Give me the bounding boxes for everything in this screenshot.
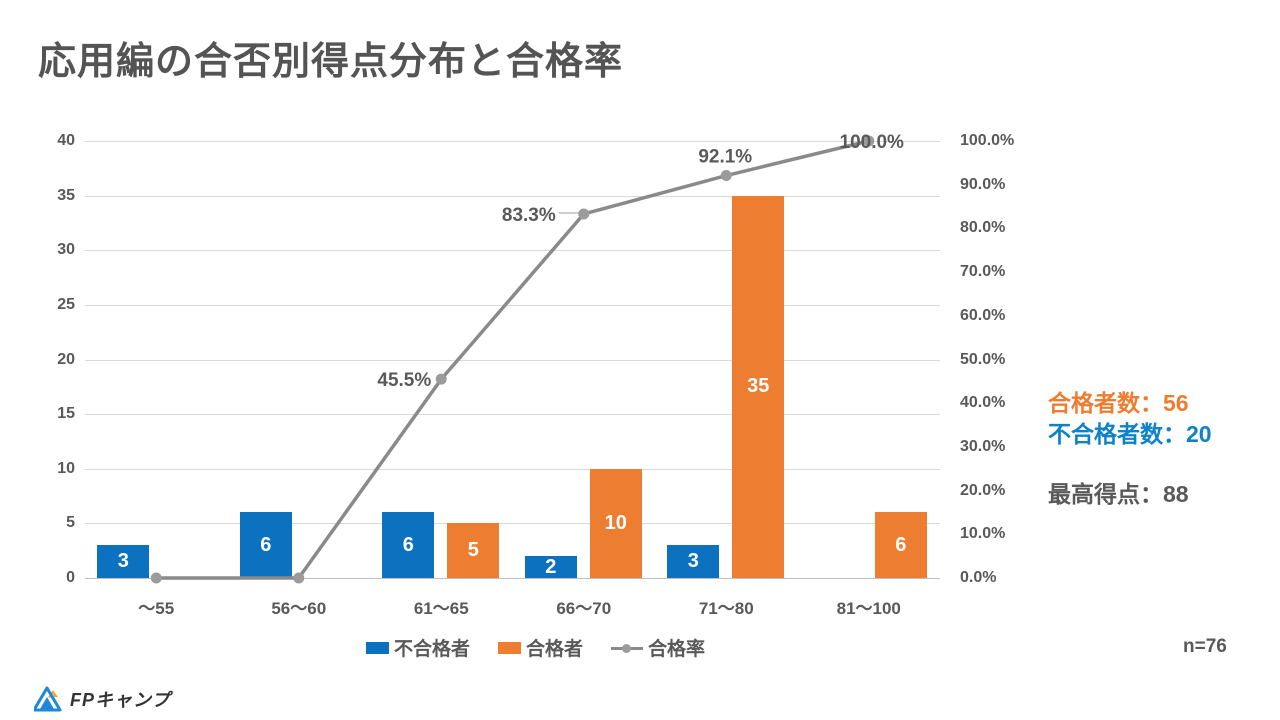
bar-不合格者-66～70: 2 bbox=[524, 555, 577, 578]
y-axis-tick-right: 100.0% bbox=[960, 132, 1015, 149]
chart-title: 応用編の合否別得点分布と合格率 bbox=[38, 41, 624, 83]
bar-value-label: 3 bbox=[687, 550, 699, 573]
y-axis-tick-left: 5 bbox=[66, 514, 75, 532]
gridline bbox=[85, 414, 940, 416]
x-axis-label: 56～60 bbox=[271, 599, 327, 618]
sample-size-note: n=76 bbox=[1183, 636, 1227, 657]
legend-line-marker bbox=[611, 642, 644, 654]
logo: FPキャンプ bbox=[34, 686, 170, 712]
legend-label: 合格者 bbox=[526, 639, 584, 660]
y-axis-tick-right: 60.0% bbox=[960, 306, 1006, 324]
gridline bbox=[85, 523, 940, 525]
gridline bbox=[85, 359, 940, 361]
pass-rate-point-label: 92.1% bbox=[698, 147, 752, 168]
x-axis-label: 81～100 bbox=[836, 599, 901, 618]
stat-line: 合格者数：56 bbox=[1048, 390, 1189, 416]
y-axis-tick-right: 30.0% bbox=[960, 437, 1006, 455]
bar-value-label: 6 bbox=[260, 533, 272, 556]
gridline bbox=[85, 141, 940, 142]
legend-swatch bbox=[366, 641, 389, 654]
stat-line: 最高得点：88 bbox=[1048, 481, 1189, 507]
y-axis-tick-left: 0 bbox=[66, 569, 75, 586]
gridline bbox=[85, 250, 940, 252]
gridline bbox=[85, 195, 940, 197]
bar-合格者-71～80: 35 bbox=[732, 195, 785, 578]
x-axis-label: ～55 bbox=[138, 599, 175, 618]
pass-rate-point-label: 45.5% bbox=[377, 370, 431, 391]
summary-stats: 合格者数：56 不合格者数：20 最高得点：88 bbox=[1048, 388, 1212, 510]
mountain-logo-icon bbox=[34, 686, 62, 712]
bar-value-label: 6 bbox=[402, 533, 414, 556]
legend-swatch bbox=[498, 641, 522, 654]
legend-label: 合格率 bbox=[648, 639, 706, 660]
bar-value-label: 35 bbox=[747, 375, 770, 398]
gridline bbox=[85, 304, 940, 306]
y-axis-tick-right: 80.0% bbox=[960, 219, 1006, 237]
pass-rate-point bbox=[720, 170, 732, 182]
y-axis-tick-left: 40 bbox=[57, 132, 75, 149]
pass-rate-point-label: 100.0% bbox=[840, 132, 905, 153]
x-axis-label: 71～80 bbox=[698, 599, 754, 618]
y-axis-tick-right: 0.0% bbox=[960, 569, 997, 586]
y-axis-tick-left: 30 bbox=[57, 241, 75, 259]
y-axis-tick-left: 15 bbox=[57, 405, 75, 423]
pass-rate-point bbox=[435, 373, 447, 385]
legend-item-不合格者: 不合格者 bbox=[366, 634, 470, 661]
bar-value-label: 6 bbox=[895, 533, 907, 556]
gridline bbox=[85, 578, 940, 579]
bar-不合格者-61～65: 6 bbox=[382, 512, 435, 578]
y-axis-tick-left: 20 bbox=[57, 350, 75, 368]
legend-item-合格率: 合格率 bbox=[611, 634, 705, 661]
bar-合格者-66～70: 10 bbox=[589, 468, 642, 578]
bar-value-label: 2 bbox=[545, 555, 557, 578]
chart-legend: 不合格者 合格者 合格率 bbox=[366, 634, 705, 661]
y-axis-tick-right: 40.0% bbox=[960, 394, 1006, 412]
bar-value-label: 3 bbox=[117, 550, 129, 573]
logo-text: FPキャンプ bbox=[70, 690, 171, 710]
bar-不合格者-71～80: 3 bbox=[667, 545, 720, 578]
pass-rate-point bbox=[578, 208, 590, 220]
y-axis-tick-left: 25 bbox=[57, 295, 75, 313]
y-axis-tick-right: 10.0% bbox=[960, 525, 1006, 543]
y-axis-tick-right: 70.0% bbox=[960, 263, 1006, 281]
legend-label: 不合格者 bbox=[394, 639, 471, 660]
bar-合格者-61～65: 5 bbox=[447, 523, 500, 578]
y-axis-tick-left: 10 bbox=[57, 459, 75, 477]
legend-item-合格者: 合格者 bbox=[498, 634, 583, 661]
y-axis-tick-right: 20.0% bbox=[960, 481, 1006, 499]
bar-合格者-81～100: 6 bbox=[874, 512, 927, 578]
bar-value-label: 10 bbox=[604, 511, 627, 534]
y-axis-tick-right: 50.0% bbox=[960, 350, 1006, 368]
bar-不合格者-56～60: 6 bbox=[239, 512, 292, 578]
pass-rate-point-label: 83.3% bbox=[502, 205, 556, 226]
x-axis-label: 61～65 bbox=[413, 599, 469, 618]
y-axis-tick-left: 35 bbox=[57, 186, 75, 204]
bar-value-label: 5 bbox=[467, 539, 479, 562]
bar-不合格者-～55: 3 bbox=[97, 545, 150, 578]
x-axis-label: 66～70 bbox=[556, 599, 612, 618]
y-axis-tick-right: 90.0% bbox=[960, 175, 1006, 193]
stat-line: 不合格者数：20 bbox=[1048, 421, 1212, 447]
gridline bbox=[85, 468, 940, 470]
